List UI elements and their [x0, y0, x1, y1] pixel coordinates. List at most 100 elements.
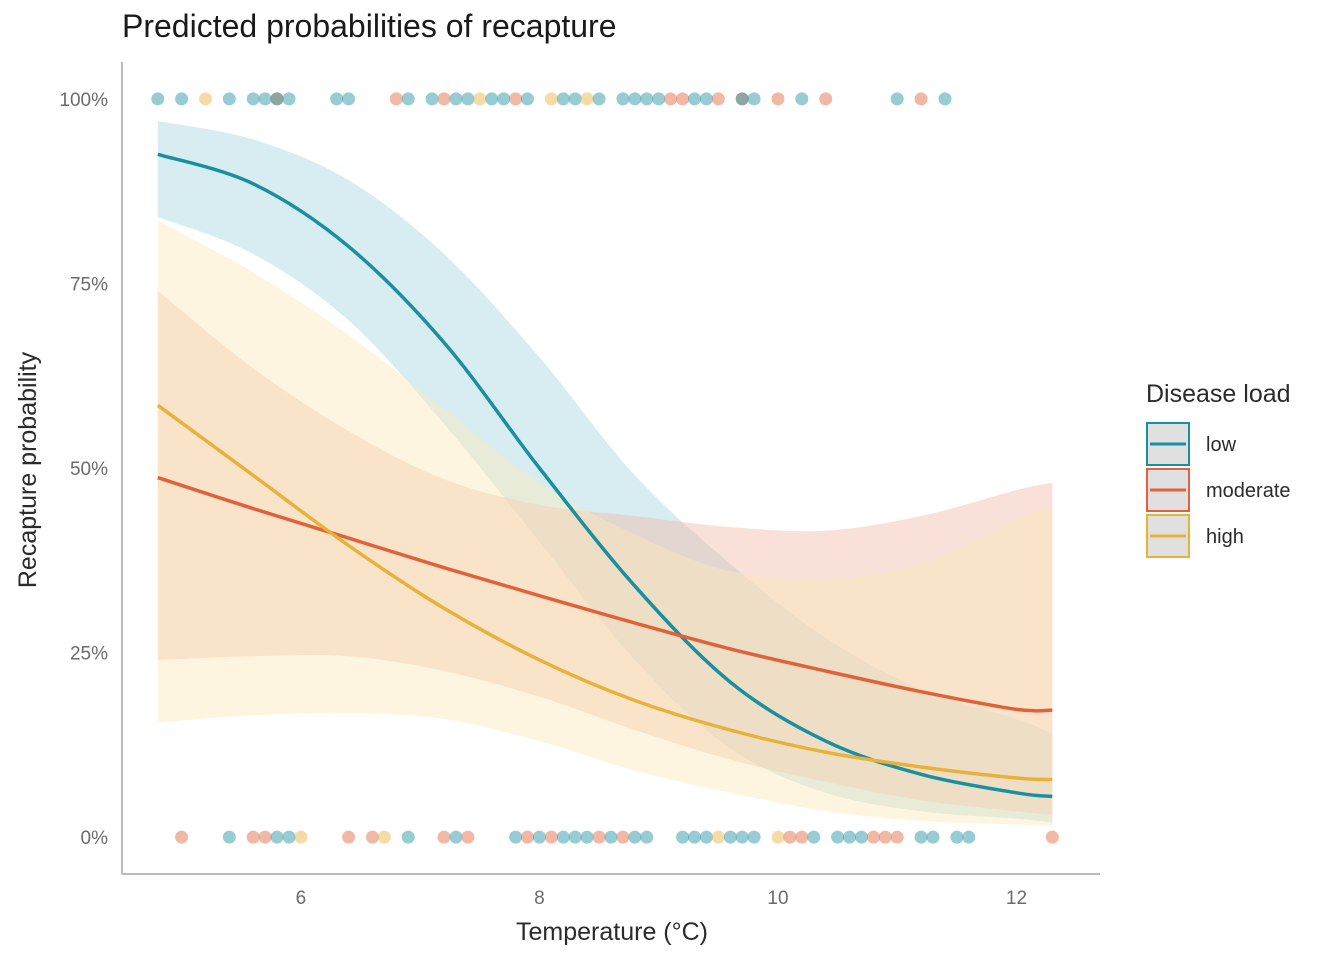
point-not-recaptured-moderate	[366, 830, 379, 844]
point-recaptured-low	[270, 92, 284, 106]
point-recaptured-low	[342, 92, 356, 106]
point-not-recaptured-low	[914, 830, 928, 844]
point-recaptured-low	[485, 92, 499, 106]
point-not-recaptured-low	[532, 830, 546, 844]
point-not-recaptured-low	[676, 830, 690, 844]
legend: Disease load low moderate high	[1146, 380, 1291, 558]
point-not-recaptured-low	[628, 830, 642, 844]
legend-title: Disease load	[1146, 380, 1291, 408]
point-recaptured-low	[175, 92, 189, 106]
point-recaptured-moderate	[735, 92, 749, 106]
legend-label-low: low	[1206, 434, 1237, 456]
point-recaptured-low	[795, 92, 809, 106]
line-low	[157, 152, 1053, 799]
point-not-recaptured-high	[771, 830, 785, 844]
point-recaptured-low	[616, 92, 630, 106]
point-not-recaptured-low	[568, 830, 582, 844]
point-not-recaptured-low	[723, 830, 737, 844]
point-not-recaptured-low	[926, 830, 940, 844]
point-not-recaptured-low	[509, 830, 523, 844]
point-recaptured-low	[640, 92, 654, 106]
x-tick-label: 8	[534, 888, 545, 909]
line-moderate	[157, 475, 1053, 713]
point-not-recaptured-low	[747, 830, 761, 844]
point-recaptured-high	[544, 92, 558, 106]
point-recaptured-moderate	[270, 92, 284, 106]
point-not-recaptured-moderate	[866, 830, 880, 844]
point-not-recaptured-low	[449, 830, 463, 844]
point-recaptured-low	[258, 92, 272, 106]
legend-label-high: high	[1206, 526, 1244, 548]
point-recaptured-low	[282, 92, 296, 106]
point-recaptured-low	[330, 92, 344, 106]
point-not-recaptured-low	[855, 830, 868, 844]
point-recaptured-low	[461, 92, 475, 106]
point-not-recaptured-moderate	[783, 830, 797, 844]
observation-points	[151, 92, 1059, 844]
y-tick-label: 25%	[70, 644, 108, 665]
point-not-recaptured-low	[807, 830, 821, 844]
point-recaptured-moderate	[819, 92, 833, 106]
line-high	[156, 403, 1053, 782]
point-recaptured-low	[592, 92, 606, 106]
point-recaptured-moderate	[664, 92, 678, 106]
chart-title: Predicted probabilities of recapture	[122, 8, 617, 44]
point-recaptured-low	[735, 92, 749, 106]
point-not-recaptured-low	[843, 830, 856, 844]
point-not-recaptured-moderate	[258, 830, 272, 844]
point-recaptured-low	[425, 92, 439, 106]
point-not-recaptured-low	[604, 830, 618, 844]
point-not-recaptured-low	[950, 830, 964, 844]
y-tick-label: 100%	[59, 90, 108, 111]
point-not-recaptured-low	[699, 830, 713, 844]
point-not-recaptured-high	[377, 830, 391, 844]
point-recaptured-high	[473, 92, 487, 106]
point-not-recaptured-moderate	[521, 830, 534, 844]
prediction-lines	[156, 152, 1053, 799]
x-tick-label: 12	[1006, 888, 1027, 909]
point-recaptured-low	[938, 92, 952, 106]
confidence-ribbons	[157, 121, 1053, 826]
y-tick-label: 75%	[70, 275, 108, 296]
y-axis-title: Recapture probability	[14, 351, 42, 588]
point-recaptured-moderate	[914, 92, 928, 106]
point-recaptured-low	[222, 92, 236, 106]
point-recaptured-low	[688, 92, 701, 106]
point-recaptured-low	[521, 92, 534, 106]
ribbon-low	[157, 121, 1053, 823]
x-ticks: 6 8 10 12	[296, 888, 1027, 909]
point-recaptured-low	[699, 92, 713, 106]
point-not-recaptured-moderate	[437, 830, 451, 844]
point-not-recaptured-low	[282, 830, 296, 844]
point-not-recaptured-moderate	[795, 830, 809, 844]
point-not-recaptured-moderate	[544, 830, 558, 844]
point-not-recaptured-low	[688, 830, 701, 844]
point-not-recaptured-low	[580, 830, 594, 844]
point-not-recaptured-moderate	[1045, 830, 1059, 844]
point-recaptured-moderate	[711, 92, 725, 106]
point-not-recaptured-moderate	[592, 830, 606, 844]
point-recaptured-low	[747, 92, 761, 106]
legend-items: low moderate high	[1146, 422, 1291, 558]
point-not-recaptured-low	[556, 830, 570, 844]
point-not-recaptured-moderate	[616, 830, 630, 844]
point-not-recaptured-low	[962, 830, 976, 844]
point-recaptured-low	[628, 92, 642, 106]
point-recaptured-low	[246, 92, 260, 106]
point-not-recaptured-low	[735, 830, 749, 844]
y-tick-label: 0%	[81, 828, 109, 849]
point-recaptured-high	[580, 92, 594, 106]
point-not-recaptured-moderate	[342, 830, 356, 844]
point-not-recaptured-low	[401, 830, 415, 844]
x-tick-label: 10	[767, 888, 788, 909]
point-recaptured-moderate	[437, 92, 451, 106]
point-recaptured-low	[890, 92, 904, 106]
ribbon-high	[157, 220, 1053, 826]
legend-label-moderate: moderate	[1206, 480, 1291, 502]
point-not-recaptured-high	[294, 830, 308, 844]
point-recaptured-low	[151, 92, 165, 106]
point-recaptured-low	[652, 92, 666, 106]
point-not-recaptured-moderate	[878, 830, 892, 844]
x-axis-title: Temperature (°C)	[516, 918, 708, 946]
